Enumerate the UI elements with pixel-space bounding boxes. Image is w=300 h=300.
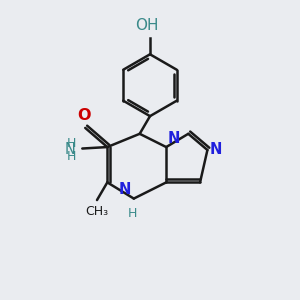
Text: N: N	[210, 142, 222, 158]
Text: N: N	[119, 182, 131, 197]
Text: H: H	[66, 137, 76, 150]
Text: OH: OH	[135, 18, 159, 33]
Text: CH₃: CH₃	[85, 206, 109, 218]
Text: N: N	[168, 130, 180, 146]
Text: O: O	[77, 108, 91, 123]
Text: N: N	[65, 142, 76, 158]
Text: H: H	[66, 150, 76, 163]
Text: H: H	[128, 207, 137, 220]
